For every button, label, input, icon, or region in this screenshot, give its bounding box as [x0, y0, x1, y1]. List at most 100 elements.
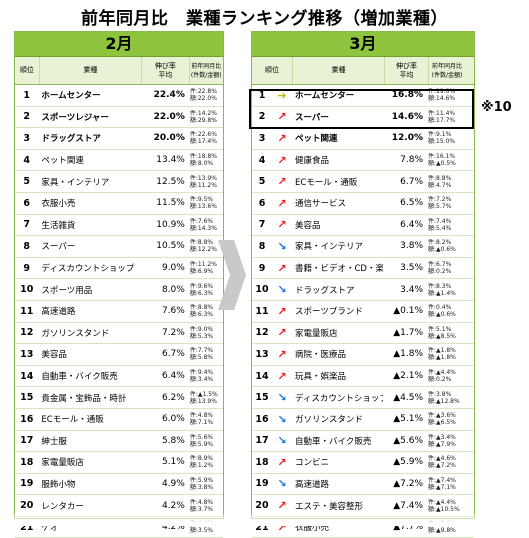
- category-name: ガソリンスタンド: [41, 328, 110, 339]
- sub-count: 件:18.8%: [189, 153, 217, 161]
- sub-count: 件:7.2%: [428, 196, 452, 204]
- growth-breakdown: 件:14.2% 額:29.8%: [188, 110, 223, 124]
- rank-cell: 18: [255, 456, 269, 468]
- trend-down-icon: ↘: [277, 283, 287, 297]
- sub-count: 件:13.9%: [189, 174, 217, 182]
- sub-count: 件:▲4.4%: [428, 369, 456, 377]
- sub-amount: 額:▲1.8%: [428, 354, 456, 362]
- rank-cell: 4: [23, 154, 31, 166]
- rank-cell: 13: [255, 348, 269, 360]
- growth-breakdown: 件:4.8% 額:3.7%: [188, 499, 223, 513]
- category-name: 玩具・娯楽品: [295, 372, 347, 383]
- category-name: 貴金属・宝飾品・時計: [41, 393, 127, 404]
- rank-cell: 1: [258, 89, 266, 101]
- category-name: スポーツレジャー: [41, 112, 109, 123]
- growth-value: 13.4%: [156, 155, 185, 166]
- growth-value: 14.6%: [391, 111, 423, 122]
- growth-value: 5.1%: [161, 457, 185, 468]
- category-name: 服飾小物: [41, 479, 76, 490]
- sub-count: 件:22.8%: [189, 88, 217, 96]
- page-title: 前年同月比 業種ランキング推移（増加業種）: [81, 9, 448, 29]
- category-name: 生活雑貨: [41, 220, 76, 231]
- rank-cell: 7: [258, 219, 266, 231]
- growth-value: 12.5%: [156, 176, 185, 187]
- sub-amount: 額:0.2%: [428, 376, 452, 384]
- growth-breakdown: 件:11.4% 額:17.7%: [426, 110, 464, 124]
- table-row: 15 ↘ ディスカウントショップ ▲4.5% 件:3.8% 額:▲12.8%: [252, 387, 474, 409]
- trend-up-icon: ↗: [277, 110, 287, 124]
- growth-breakdown: 件:6.7% 額:0.2%: [426, 261, 464, 275]
- growth-breakdown: 件:22.8% 額:22.0%: [188, 88, 223, 102]
- category-name: 病院・医療品: [295, 350, 347, 361]
- sub-amount: 額:8.0%: [189, 160, 214, 168]
- growth-value: ▲7.2%: [393, 478, 423, 489]
- growth-breakdown: 件:18.8% 額:8.0%: [188, 153, 223, 167]
- table-row: 10 ↘ ドラッグストア 3.4% 件:8.3% 額:▲1.4%: [252, 279, 474, 301]
- growth-breakdown: 件:19.0% 額:14.6%: [426, 88, 464, 102]
- sub-amount: 額:▲1.4%: [428, 289, 456, 297]
- trend-down-icon: ↘: [277, 412, 287, 426]
- trend-up-icon: ↗: [277, 499, 287, 513]
- table-row: 1 ホームセンター 22.4% 件:22.8% 額:22.0%: [15, 85, 223, 107]
- category-name: ペット関連: [295, 134, 338, 145]
- table-row: 14 ↗ 玩具・娯楽品 ▲2.1% 件:▲4.4% 額:0.2%: [252, 366, 474, 388]
- table-row: 6 衣服小売 11.5% 件:9.5% 額:13.6%: [15, 193, 223, 215]
- sub-amount: 額:6.9%: [189, 268, 214, 276]
- growth-breakdown: 件:▲1.8% 額:▲1.8%: [426, 347, 464, 361]
- mar-panel: 3月 順位 業種 伸び率 平均 前年同月比 (件数/金額) 1 ➔ ホームセンター 1…: [251, 31, 475, 538]
- sub-amount: 額:3.4%: [189, 376, 214, 384]
- growth-value: 6.2%: [161, 392, 185, 403]
- category-name: ガソリンスタンド: [295, 415, 363, 426]
- growth-value: 22.4%: [153, 90, 185, 101]
- table-row: 13 ↗ 病院・医療品 ▲1.8% 件:▲1.8% 額:▲1.8%: [252, 344, 474, 366]
- sub-amount: 額:1.2%: [189, 462, 214, 470]
- growth-value: ▲5.9%: [393, 457, 423, 468]
- table-row: 7 生活雑貨 10.9% 件:7.6% 額:14.3%: [15, 215, 223, 237]
- sub-count: 件:8.3%: [428, 282, 452, 290]
- chevron-right-icon: [218, 240, 246, 310]
- sub-amount: 額:▲7.2%: [428, 462, 456, 470]
- growth-breakdown: 件:3.8% 額:▲12.8%: [426, 391, 464, 405]
- category-name: 家具・インテリア: [295, 242, 364, 253]
- table-row: 6 ↗ 通信サービス 6.5% 件:7.2% 額:5.7%: [252, 193, 474, 215]
- category-name: 紳士服: [41, 436, 67, 447]
- growth-value: 5.8%: [161, 435, 185, 446]
- sub-count: 件:9.5%: [189, 196, 214, 204]
- sub-count: 件:22.6%: [189, 131, 217, 139]
- sub-amount: 額:3.8%: [189, 483, 214, 491]
- sub-count: 件:▲1.8%: [428, 347, 456, 355]
- sub-amount: 額:14.6%: [428, 95, 456, 103]
- mar-column-headers: 順位 業種 伸び率 平均 前年同月比 (件数/金額): [252, 57, 474, 85]
- trend-up-icon: ↗: [277, 218, 287, 232]
- rank-cell: 15: [255, 392, 269, 404]
- rank-cell: 14: [20, 370, 34, 382]
- growth-breakdown: 件:▲3.4% 額:▲7.9%: [426, 434, 464, 448]
- table-row: 5 ↗ ECモール・通販 6.7% 件:8.8% 額:4.7%: [252, 171, 474, 193]
- table-row: 2 スポーツレジャー 22.0% 件:14.2% 額:29.8%: [15, 107, 223, 129]
- rank-cell: 19: [255, 478, 269, 490]
- trend-up-icon: ↗: [277, 261, 287, 275]
- growth-value: 6.0%: [161, 414, 185, 425]
- growth-value: 6.5%: [400, 198, 423, 209]
- rank-cell: 8: [23, 240, 31, 252]
- trend-up-icon: ↗: [277, 369, 287, 383]
- rank-cell: 2: [23, 111, 31, 123]
- sub-amount: 額:4.7%: [428, 181, 452, 189]
- growth-value: ▲0.1%: [393, 306, 423, 317]
- growth-value: 6.4%: [400, 219, 423, 230]
- category-name: ディスカウントショップ: [41, 264, 135, 275]
- sub-amount: 額:6.3%: [189, 311, 214, 319]
- category-name: レンタカー: [41, 501, 84, 512]
- sub-count: 件:8.8%: [189, 239, 214, 247]
- growth-breakdown: 件:7.4% 額:5.4%: [426, 218, 464, 232]
- rank-cell: 17: [255, 435, 269, 447]
- rank-cell: 10: [255, 284, 269, 296]
- bottom-fade: [0, 512, 529, 526]
- table-row: 16 ↘ ガソリンスタンド ▲5.1% 件:▲3.6% 額:▲6.5%: [252, 409, 474, 431]
- sub-amount: 額:▲12.8%: [428, 397, 460, 405]
- sub-amount: 額:▲0.6%: [428, 246, 456, 254]
- sub-amount: 額:13.9%: [189, 397, 217, 405]
- table-row: 8 スーパー 10.5% 件:8.8% 額:12.2%: [15, 236, 223, 258]
- category-name: ドラッグストア: [295, 285, 355, 296]
- growth-breakdown: 件:9.6% 額:6.3%: [188, 283, 223, 297]
